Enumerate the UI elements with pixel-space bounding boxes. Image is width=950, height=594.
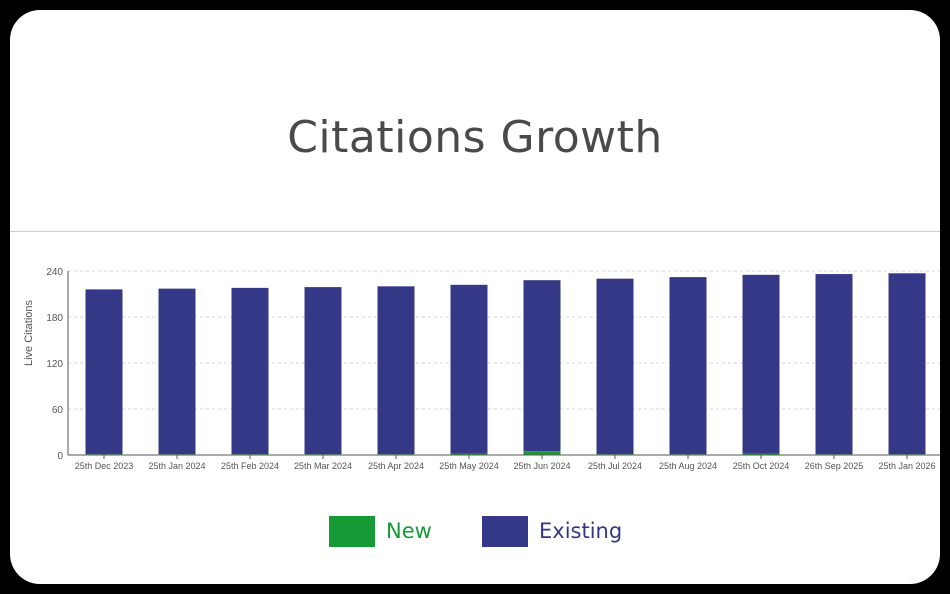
bar-existing-1	[158, 288, 196, 455]
grid-lines	[68, 270, 940, 410]
bar-existing-7	[596, 278, 634, 455]
legend-item-new[interactable]: New	[329, 515, 432, 547]
title-divider	[10, 231, 940, 232]
axes: 0 60 120 180 240 25th Dec 2023 25th Jan 2024 25…	[46, 267, 940, 471]
x-tick-label-3: 25th Mar 2024	[294, 461, 352, 471]
y-tick-label-0: 0	[57, 451, 63, 462]
y-tick-label-240: 240	[46, 267, 63, 278]
y-axis-label: Live Citations	[23, 299, 35, 366]
legend-label-existing: Existing	[539, 519, 623, 543]
y-tick-label-180: 180	[46, 313, 63, 324]
x-tick-label-8: 25th Aug 2024	[659, 461, 717, 471]
y-tick-label-60: 60	[52, 405, 64, 416]
bar-new-6	[523, 451, 561, 455]
bar-existing-2	[231, 287, 269, 455]
chart-card: Citations Growth 0 60 120 180 240 25th Dec 20…	[10, 10, 940, 584]
y-tick-label-120: 120	[46, 359, 63, 370]
x-tick-label-11: 25th Jan 2026	[878, 461, 935, 471]
x-tick-label-9: 25th Oct 2024	[733, 461, 790, 471]
x-tick-label-10: 26th Sep 2025	[805, 461, 864, 471]
x-tick-label-6: 25th Jun 2024	[513, 461, 570, 471]
bar-existing-10	[815, 274, 853, 455]
legend-item-existing[interactable]: Existing	[482, 515, 622, 547]
legend-swatch-existing	[482, 515, 528, 547]
x-tick-label-2: 25th Feb 2024	[221, 461, 279, 471]
chart-title: Citations Growth	[287, 112, 663, 163]
bar-existing-9	[742, 274, 780, 454]
bar-existing-5	[450, 284, 488, 454]
x-tick-label-5: 25th May 2024	[439, 461, 499, 471]
bar-existing-11	[888, 273, 926, 455]
chart-legend: New Existing	[10, 515, 940, 547]
x-tick-label-4: 25th Apr 2024	[368, 461, 424, 471]
legend-swatch-new	[329, 515, 375, 547]
bar-existing-0	[85, 289, 123, 455]
bars	[85, 273, 926, 455]
x-tick-label-7: 25th Jul 2024	[588, 461, 642, 471]
legend-label-new: New	[386, 519, 432, 543]
bar-existing-4	[377, 286, 415, 455]
x-tick-label-0: 25th Dec 2023	[75, 461, 134, 471]
bar-new-5	[450, 453, 488, 455]
bar-new-9	[742, 453, 780, 455]
bar-chart: 0 60 120 180 240 25th Dec 2023 25th Jan 2024 25…	[23, 267, 940, 471]
bar-existing-6	[523, 280, 561, 452]
x-tick-label-1: 25th Jan 2024	[148, 461, 205, 471]
bar-existing-3	[304, 287, 342, 455]
bar-existing-8	[669, 277, 707, 455]
